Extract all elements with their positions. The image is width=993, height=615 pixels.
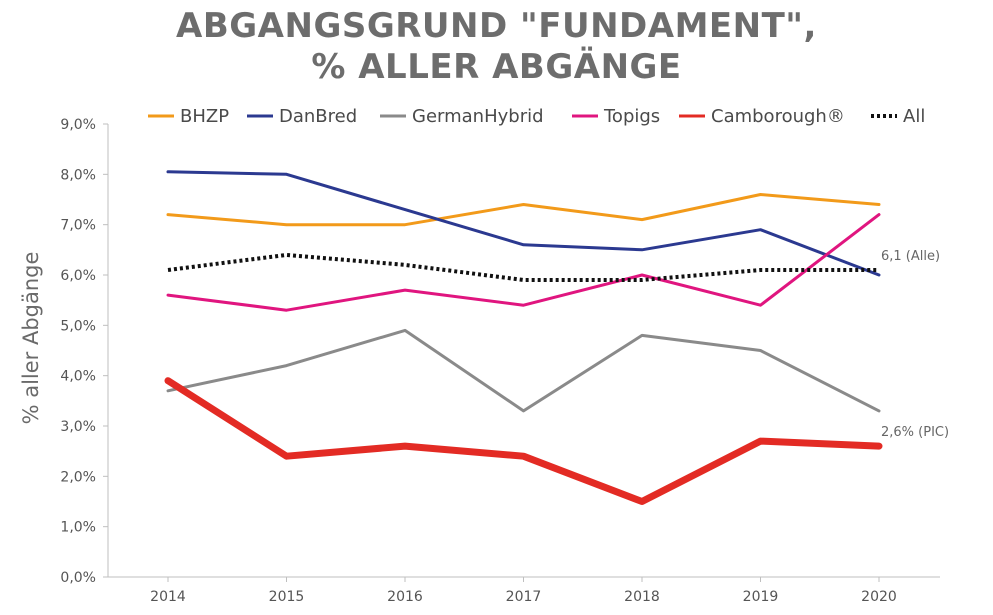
chart-title-line-2: % ALLER ABGÄNGE bbox=[311, 47, 682, 87]
x-tick-label: 2015 bbox=[269, 589, 305, 605]
annotations-group: 6,1 (Alle) 2,6% (PIC) bbox=[881, 249, 949, 440]
y-tick-label: 7,0% bbox=[60, 218, 96, 234]
y-axis-label: % aller Abgänge bbox=[19, 252, 43, 425]
legend-label: BHZP bbox=[180, 106, 229, 127]
series-line-bhzp bbox=[166, 193, 881, 227]
series-line-danbred bbox=[166, 170, 881, 277]
y-tick-label: 2,0% bbox=[60, 469, 96, 485]
y-tick-label: 3,0% bbox=[60, 419, 96, 435]
series-line-all bbox=[167, 252, 879, 282]
series-line-camborough bbox=[164, 377, 883, 505]
y-tick-label: 1,0% bbox=[60, 520, 96, 536]
y-tick-label: 9,0% bbox=[60, 117, 96, 133]
annotation-label: 2,6% (PIC) bbox=[881, 425, 949, 440]
series-line-topigs bbox=[166, 213, 881, 312]
y-tick-label: 5,0% bbox=[60, 318, 96, 334]
x-tick-label: 2017 bbox=[506, 589, 542, 605]
y-tick-label: 6,0% bbox=[60, 268, 96, 284]
x-tick-label: 2014 bbox=[150, 589, 186, 605]
y-tick-label: 8,0% bbox=[60, 167, 96, 183]
series-lines-group bbox=[164, 170, 883, 505]
x-tick-label: 2018 bbox=[624, 589, 660, 605]
x-tick-label: 2020 bbox=[861, 589, 897, 605]
legend: BHZP DanBred GermanHybrid Topigs Camborough®… bbox=[148, 106, 925, 127]
x-tick-label: 2019 bbox=[743, 589, 779, 605]
legend-label: All bbox=[903, 106, 925, 127]
axes-group: 0,0% 1,0% 2,0% 3,0% 4,0% 5,0% 6,0% 7,0% 8,0% 9,0%… bbox=[60, 117, 940, 605]
y-tick-label: 0,0% bbox=[60, 570, 96, 586]
legend-label: Topigs bbox=[603, 106, 660, 127]
x-tick-label: 2016 bbox=[387, 589, 423, 605]
legend-label: DanBred bbox=[279, 106, 357, 127]
legend-label: GermanHybrid bbox=[412, 106, 544, 127]
series-line-germanhybrid bbox=[166, 328, 881, 413]
y-tick-label: 4,0% bbox=[60, 369, 96, 385]
chart-title-line-1: ABGANGSGRUND "FUNDAMENT", bbox=[176, 6, 817, 46]
annotation-label: 6,1 (Alle) bbox=[881, 249, 940, 264]
legend-label: Camborough® bbox=[711, 106, 845, 127]
